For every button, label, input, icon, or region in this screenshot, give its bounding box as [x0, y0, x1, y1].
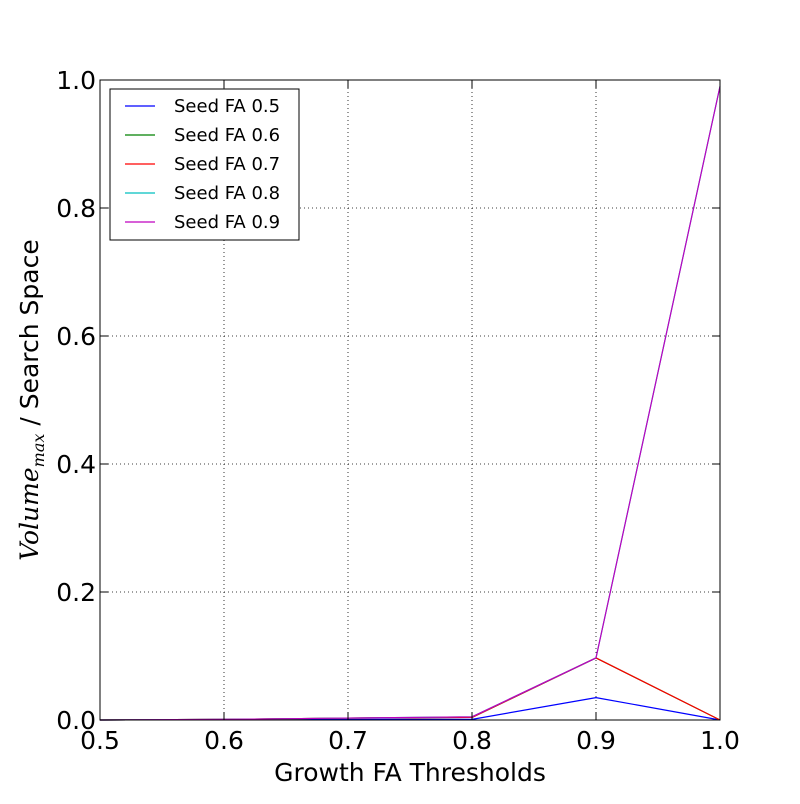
y-axis-label-main: Volume — [15, 467, 44, 560]
x-tick-label: 0.7 — [328, 726, 368, 755]
legend-label: Seed FA 0.7 — [174, 154, 280, 175]
y-tick-label: 1.0 — [56, 66, 96, 95]
y-tick-label: 0.6 — [56, 322, 96, 351]
plot-frame — [99, 79, 721, 721]
y-tick-label: 0.2 — [56, 578, 96, 607]
legend-label: Seed FA 0.5 — [174, 96, 280, 117]
series-lines — [99, 86, 721, 721]
x-tick-label: 0.9 — [576, 726, 616, 755]
y-axis-label-subscript: max — [29, 434, 48, 468]
y-tick-label: 0.8 — [56, 194, 96, 223]
legend-label: Seed FA 0.8 — [174, 183, 280, 204]
grid — [100, 80, 720, 720]
y-axis-label-rest: / Search Space — [15, 239, 44, 433]
x-tick-label: 0.5 — [80, 726, 120, 755]
x-tick-label: 1.0 — [700, 726, 740, 755]
series-line — [99, 86, 721, 721]
x-axis-label: Growth FA Thresholds — [274, 758, 546, 787]
x-tick-label: 0.6 — [204, 726, 244, 755]
legend-label: Seed FA 0.6 — [174, 125, 280, 146]
y-tick-label: 0.0 — [56, 706, 96, 735]
y-tick-label: 0.4 — [56, 450, 96, 479]
x-tick-label: 0.8 — [452, 726, 492, 755]
y-axis-label: Volumemax / Search Space — [15, 239, 48, 561]
legend-label: Seed FA 0.9 — [174, 212, 280, 233]
ticks: 0.5 0.6 0.7 0.8 0.9 1.0 0.0 0.2 0.4 0.6 0.8 1.0 — [56, 66, 740, 755]
legend: Seed FA 0.5 Seed FA 0.6 Seed FA 0.7 Seed FA… — [109, 88, 300, 241]
